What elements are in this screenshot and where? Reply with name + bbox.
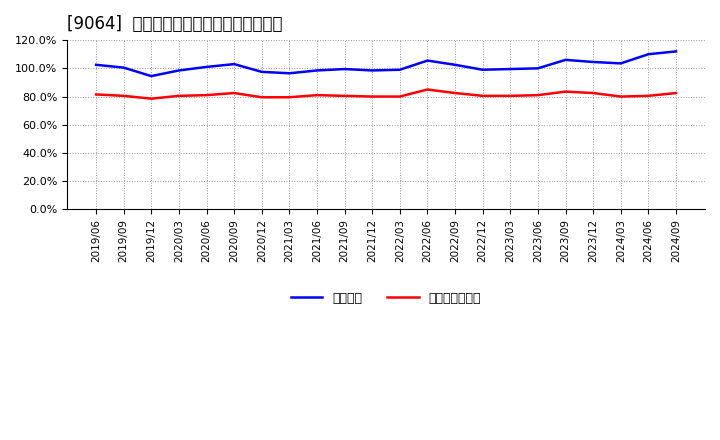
固定比率: [202, 64, 211, 70]
固定長期適合率: [644, 93, 653, 99]
固定比率: [478, 67, 487, 73]
固定比率: [91, 62, 100, 67]
固定長期適合率: [120, 93, 128, 99]
固定比率: [589, 59, 598, 65]
固定比率: [616, 61, 625, 66]
固定比率: [451, 62, 459, 67]
固定比率: [312, 68, 321, 73]
固定長期適合率: [230, 90, 238, 95]
Text: [9064]  固定比率、固定長期適合率の推移: [9064] 固定比率、固定長期適合率の推移: [67, 15, 282, 33]
固定長期適合率: [478, 93, 487, 99]
固定長期適合率: [616, 94, 625, 99]
固定長期適合率: [341, 93, 349, 99]
固定比率: [561, 57, 570, 62]
固定長期適合率: [395, 94, 404, 99]
固定比率: [534, 66, 542, 71]
固定長期適合率: [91, 92, 100, 97]
Legend: 固定比率, 固定長期適合率: 固定比率, 固定長期適合率: [286, 287, 486, 310]
固定比率: [341, 66, 349, 72]
固定長期適合率: [672, 90, 680, 95]
固定長期適合率: [258, 95, 266, 100]
固定長期適合率: [285, 95, 294, 100]
固定長期適合率: [175, 93, 184, 99]
固定長期適合率: [368, 94, 377, 99]
固定比率: [120, 65, 128, 70]
固定比率: [672, 49, 680, 54]
固定比率: [644, 51, 653, 57]
固定比率: [506, 66, 515, 72]
固定長期適合率: [451, 90, 459, 95]
固定比率: [368, 68, 377, 73]
固定長期適合率: [147, 96, 156, 101]
固定長期適合率: [534, 92, 542, 98]
固定比率: [423, 58, 432, 63]
固定長期適合率: [589, 90, 598, 95]
固定比率: [230, 62, 238, 67]
固定長期適合率: [202, 92, 211, 98]
固定比率: [285, 71, 294, 76]
固定比率: [395, 67, 404, 73]
固定長期適合率: [506, 93, 515, 99]
Line: 固定比率: 固定比率: [96, 51, 676, 76]
固定長期適合率: [423, 87, 432, 92]
Line: 固定長期適合率: 固定長期適合率: [96, 89, 676, 99]
固定長期適合率: [312, 92, 321, 98]
固定比率: [147, 73, 156, 79]
固定比率: [175, 68, 184, 73]
固定比率: [258, 69, 266, 74]
固定長期適合率: [561, 89, 570, 94]
